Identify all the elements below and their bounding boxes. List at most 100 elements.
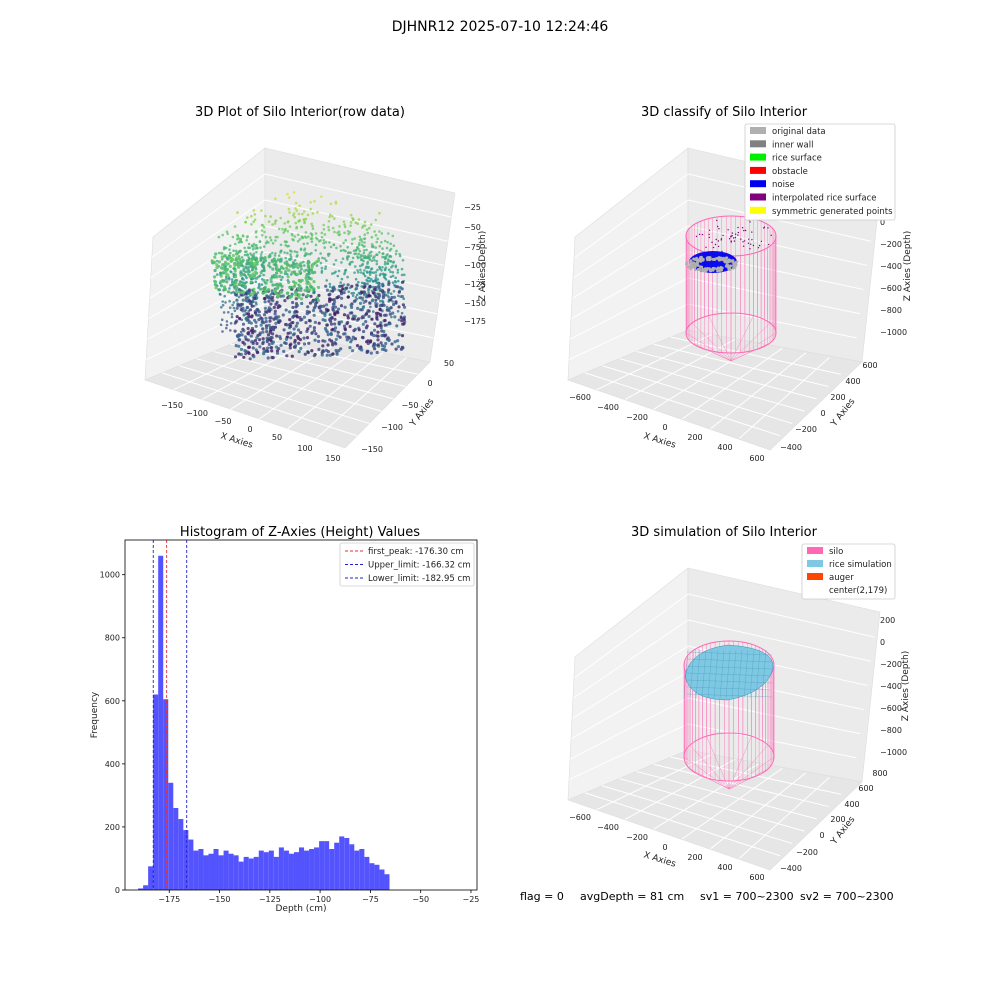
gridline [687, 593, 875, 638]
data-point [375, 334, 379, 338]
data-point [249, 334, 253, 338]
data-point [231, 258, 235, 262]
data-point [305, 309, 309, 314]
data-point [311, 227, 315, 230]
data-point [277, 227, 281, 231]
data-point [378, 304, 382, 308]
gridline [681, 767, 783, 840]
y-tick-label: 200 [830, 393, 845, 402]
data-point [236, 237, 239, 241]
data-point [306, 242, 309, 245]
data-point [213, 268, 217, 273]
original-point [706, 258, 709, 262]
data-point [278, 319, 282, 323]
data-point [322, 304, 326, 308]
original-point [689, 262, 692, 265]
data-point [370, 235, 374, 239]
data-point [350, 311, 354, 315]
gridline [149, 225, 266, 299]
data-point [262, 225, 266, 229]
data-point [242, 273, 246, 277]
data-point [243, 285, 248, 289]
data-point [256, 313, 260, 317]
data-point [255, 350, 259, 355]
data-point [295, 272, 300, 276]
data-point [255, 336, 259, 340]
data-point [213, 283, 218, 287]
data-point [292, 327, 296, 331]
data-point [351, 317, 355, 321]
histogram-bar [138, 888, 144, 890]
data-point [359, 308, 363, 312]
data-point [291, 263, 295, 266]
gridline [201, 338, 313, 400]
gridline [574, 173, 689, 258]
data-point [363, 224, 367, 227]
data-point [316, 298, 321, 303]
data-point [288, 264, 293, 268]
data-point [294, 297, 298, 301]
data-point [284, 308, 288, 312]
data-point [257, 318, 261, 322]
data-point [283, 229, 287, 232]
data-point [244, 296, 248, 300]
data-point [295, 255, 299, 258]
data-point [265, 339, 269, 344]
data-point [231, 281, 235, 285]
interpolated-point [734, 236, 737, 239]
interpolated-point [708, 229, 711, 231]
data-point [397, 279, 400, 283]
data-point [236, 303, 240, 307]
x-tick-label: 100 [297, 444, 312, 453]
data-point [378, 251, 381, 254]
histogram-bar [278, 847, 284, 890]
data-point [354, 286, 359, 291]
data-point [281, 313, 285, 317]
data-point [286, 251, 289, 255]
data-point [231, 303, 234, 307]
x-tick-label: −50 [412, 895, 429, 904]
z-tick-label: −1000 [880, 328, 907, 337]
data-point [287, 280, 291, 284]
data-point [275, 351, 280, 355]
original-point [689, 266, 692, 270]
data-point [398, 252, 401, 256]
data-point [248, 301, 252, 305]
data-point [379, 272, 383, 276]
gridline [572, 225, 689, 299]
data-point [389, 292, 393, 296]
y-tick-label: 800 [872, 769, 887, 778]
data-point [328, 353, 332, 357]
data-point [393, 340, 397, 344]
data-point [286, 192, 289, 196]
z-tick-label: −1000 [880, 748, 907, 757]
data-point [336, 231, 339, 234]
data-point [261, 327, 265, 331]
data-point [250, 292, 254, 296]
data-point [366, 256, 370, 260]
data-point [391, 271, 395, 274]
gridline [670, 756, 841, 795]
data-point [273, 312, 277, 316]
x-tick-label: −100 [186, 409, 208, 418]
histogram-y-axis-label: Frequency [90, 691, 100, 738]
data-point [228, 244, 232, 247]
data-point [299, 261, 303, 265]
data-point [349, 224, 353, 227]
data-point [259, 271, 263, 275]
z-tick-label: −200 [880, 240, 902, 249]
data-point [315, 264, 319, 267]
data-point [329, 202, 333, 206]
original-point [693, 268, 697, 272]
interpolated-point [770, 234, 772, 236]
data-point [358, 301, 363, 305]
data-point [259, 323, 263, 327]
data-point [236, 211, 239, 214]
data-point [263, 245, 266, 248]
data-point [219, 323, 223, 327]
data-point [270, 274, 275, 278]
data-point [246, 326, 250, 331]
data-point [261, 337, 265, 341]
data-point [357, 328, 361, 332]
data-point [279, 290, 283, 295]
